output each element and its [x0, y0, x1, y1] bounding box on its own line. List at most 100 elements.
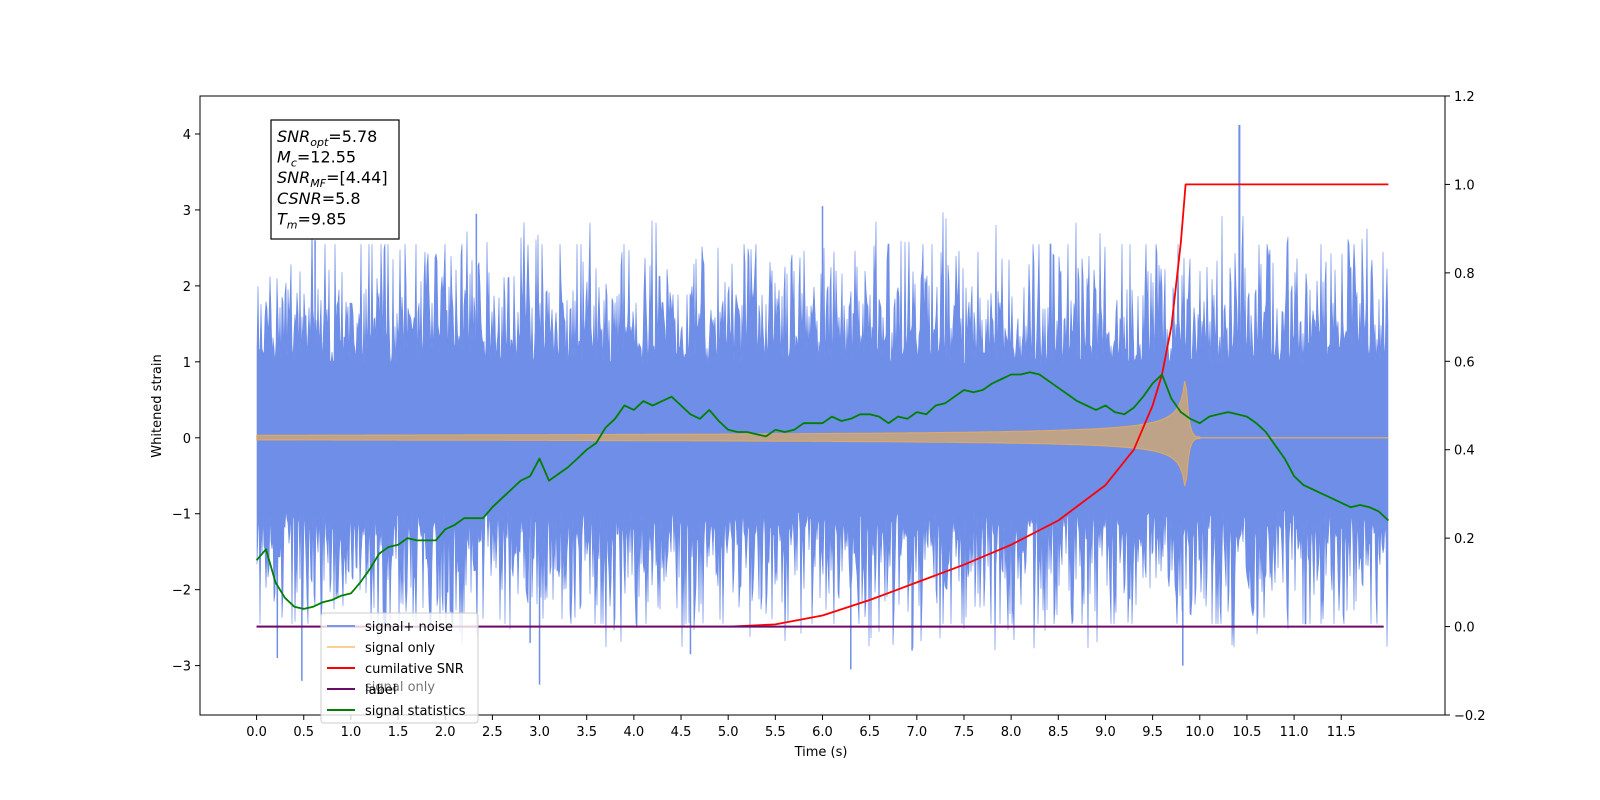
- x-tick: 4.5: [671, 715, 692, 740]
- y2-tick-label: 0.6: [1454, 355, 1475, 370]
- legend-entry: cumilative SNR: [327, 662, 464, 677]
- x-tick-label: 9.5: [1142, 725, 1163, 740]
- x-tick-label: 5.0: [718, 725, 739, 740]
- x-tick: 4.0: [624, 715, 645, 740]
- x-tick-label: 4.5: [671, 725, 692, 740]
- x-tick: 6.5: [859, 715, 880, 740]
- legend-entry: signal statistics: [327, 704, 466, 719]
- x-tick: 5.5: [765, 715, 786, 740]
- x-tick-label: 1.5: [388, 725, 409, 740]
- y-tick: 2: [183, 280, 200, 295]
- x-tick: 7.0: [906, 715, 927, 740]
- x-axis-title: Time (s): [794, 745, 848, 760]
- y2-tick: −0.2: [1445, 709, 1486, 724]
- legend-label: cumilative SNR: [365, 662, 464, 677]
- y2-tick-label: 0.0: [1454, 621, 1475, 636]
- annotation-line: SNRopt=5.78: [277, 127, 377, 149]
- legend-entry: label: [327, 683, 396, 698]
- y-tick-label: −3: [172, 660, 191, 675]
- x-tick: 0.0: [246, 715, 267, 740]
- annotation-line: Mc=12.55: [277, 148, 356, 170]
- annotation-line: SNRMF=[4.44]: [277, 168, 388, 190]
- y2-tick: 0.0: [1445, 621, 1475, 636]
- y2-tick-label: 0.2: [1454, 532, 1475, 547]
- series-layer: [255, 124, 1390, 685]
- y2-tick: 0.6: [1445, 355, 1475, 370]
- x-axis: 0.0 0.5 1.0 1.5 2.0 2.5 3.0 3.5 4.0 4.5 5.0 5.5 6.0 6…: [246, 715, 1356, 740]
- x-tick: 11.0: [1280, 715, 1309, 740]
- x-tick-label: 0.5: [293, 725, 314, 740]
- series-signal-only: [256, 380, 1201, 487]
- y-tick: −1: [172, 508, 200, 523]
- legend-frame: [320, 612, 479, 724]
- y-tick: 1: [183, 356, 200, 371]
- x-tick-label: 11.5: [1327, 725, 1356, 740]
- y2-tick: 0.4: [1445, 444, 1475, 459]
- x-tick: 6.0: [812, 715, 833, 740]
- x-tick-label: 10.0: [1185, 725, 1214, 740]
- x-tick: 5.0: [718, 715, 739, 740]
- x-tick-label: 2.0: [435, 725, 456, 740]
- y-tick: 3: [183, 204, 200, 219]
- x-tick: 10.5: [1232, 715, 1261, 740]
- x-tick: 2.5: [482, 715, 503, 740]
- y-axis-title: Whitened strain: [150, 354, 165, 457]
- annotation-line: Tm=9.85: [277, 209, 347, 231]
- x-tick-label: 8.5: [1048, 725, 1069, 740]
- y-tick-label: 1: [183, 356, 191, 371]
- y2-tick: 1.2: [1445, 90, 1475, 105]
- x-tick: 10.0: [1185, 715, 1214, 740]
- y2-tick: 0.2: [1445, 532, 1475, 547]
- y2-tick: 1.0: [1445, 178, 1475, 193]
- y2-tick-label: 0.4: [1454, 444, 1475, 459]
- y2-tick-label: 0.8: [1454, 267, 1475, 282]
- y-tick: 0: [183, 432, 200, 447]
- legend-label: signal statistics: [365, 704, 466, 719]
- legend-hidden-text: signal only: [365, 680, 435, 695]
- x-tick: 3.0: [529, 715, 550, 740]
- x-tick-label: 9.0: [1095, 725, 1116, 740]
- y2-tick-label: 1.0: [1454, 178, 1475, 193]
- x-tick-label: 4.0: [624, 725, 645, 740]
- legend-entry: signal only: [327, 641, 435, 656]
- y2-tick-label: 1.2: [1454, 90, 1475, 105]
- x-tick-label: 2.5: [482, 725, 503, 740]
- x-tick-label: 7.0: [906, 725, 927, 740]
- series-cumulative-snr: [256, 183, 1389, 628]
- legend: signal only signal+ noise signal only cumil…: [320, 612, 479, 724]
- x-tick: 0.5: [293, 715, 314, 740]
- legend-label: label: [365, 683, 396, 698]
- x-tick-label: 8.0: [1001, 725, 1022, 740]
- y-tick-label: −2: [172, 584, 191, 599]
- y-tick-label: 3: [183, 204, 191, 219]
- legend-label: signal only: [365, 641, 435, 656]
- x-tick-label: 5.5: [765, 725, 786, 740]
- x-tick-label: 11.0: [1280, 725, 1309, 740]
- annotation-frame: [270, 119, 400, 240]
- legend-label: signal+ noise: [365, 620, 453, 635]
- y2-tick: 0.8: [1445, 267, 1475, 282]
- x-tick-label: 3.0: [529, 725, 550, 740]
- series-signal-statistics: [255, 371, 1390, 610]
- x-tick-label: 1.0: [341, 725, 362, 740]
- x-tick-label: 10.5: [1232, 725, 1261, 740]
- y-tick-label: 0: [183, 432, 191, 447]
- y-axis-left: −3 −2 −1 0 1 2 3 4: [172, 128, 200, 675]
- x-tick: 7.5: [954, 715, 974, 740]
- y-tick: −3: [172, 660, 200, 675]
- x-tick-label: 3.5: [576, 725, 597, 740]
- x-tick: 11.5: [1327, 715, 1356, 740]
- legend-entry: signal+ noise: [327, 620, 453, 635]
- x-tick: 8.0: [1001, 715, 1022, 740]
- x-tick-label: 6.5: [859, 725, 880, 740]
- y-tick: 4: [183, 128, 200, 143]
- x-tick: 8.5: [1048, 715, 1069, 740]
- annotation-line: CSNR=5.8: [277, 189, 361, 208]
- x-tick: 9.0: [1095, 715, 1116, 740]
- annotation-box: SNRopt=5.78Mc=12.55SNRMF=[4.44]CSNR=5.8T…: [270, 119, 400, 240]
- y-axis-right: −0.2 0.0 0.2 0.4 0.6 0.8 1.0 1.2: [1445, 90, 1486, 724]
- x-tick-label: 6.0: [812, 725, 833, 740]
- x-tick: 3.5: [576, 715, 597, 740]
- y-tick: −2: [172, 584, 200, 599]
